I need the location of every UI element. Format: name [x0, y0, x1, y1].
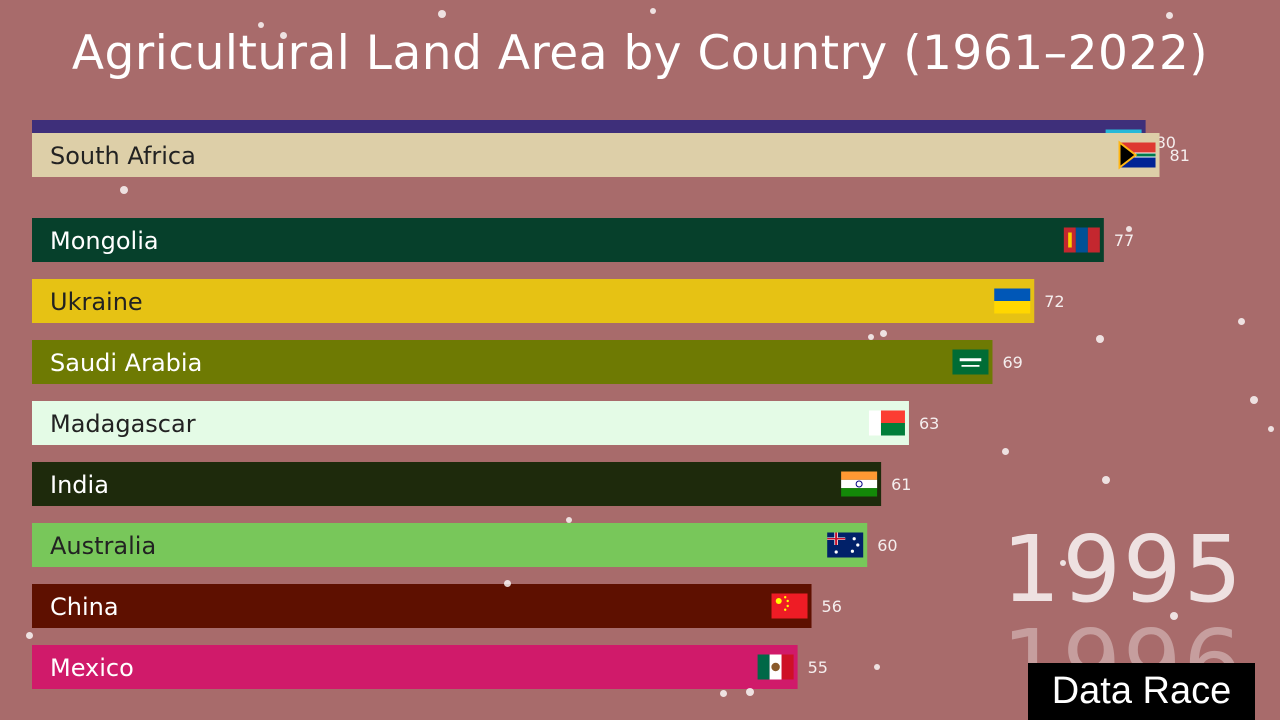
ukraine-flag-icon: [994, 288, 1031, 314]
particle-dot: [1102, 476, 1110, 484]
india-flag-icon: [841, 471, 878, 497]
particle-dot: [26, 632, 33, 639]
next-year-indicator: 1996: [1002, 618, 1244, 664]
bar-group: Mexico 55: [32, 645, 828, 689]
saudi-arabia-flag-icon: [952, 349, 989, 375]
bar-label: Madagascar: [50, 410, 196, 438]
bar-value-label: 60: [877, 536, 897, 555]
bar-value-label: 72: [1044, 292, 1064, 311]
bar-group: Ukraine 72: [32, 279, 1065, 323]
particle-dot: [1268, 426, 1274, 432]
particle-dot: [566, 517, 572, 523]
bar-value-label: 61: [891, 475, 911, 494]
particle-dot: [120, 186, 128, 194]
brand-watermark: Data Race: [1028, 663, 1255, 720]
bar: [32, 279, 1035, 323]
particle-dot: [1238, 318, 1245, 325]
chart-title: Agricultural Land Area by Country (1961–…: [71, 26, 1209, 81]
bar-label: India: [50, 471, 109, 499]
china-flag-icon: [771, 593, 808, 619]
bar-value-label: 80: [1156, 133, 1176, 152]
particle-dot: [874, 664, 880, 670]
madagascar-flag-icon: [868, 410, 905, 436]
particle-dot: [438, 10, 446, 18]
bar-label: Ukraine: [50, 288, 143, 316]
bar-value-label: 81: [1170, 146, 1190, 165]
bar-label: Mongolia: [50, 227, 159, 255]
bar-group: India 61: [32, 462, 911, 506]
bar-value-label: 77: [1114, 231, 1134, 250]
bar-value-label: 63: [919, 414, 939, 433]
bar: [32, 218, 1104, 262]
bar: [32, 462, 882, 506]
particle-dot: [880, 330, 887, 337]
mexico-flag-icon: [757, 654, 794, 680]
bar-value-label: 56: [822, 597, 842, 616]
bar-label: Saudi Arabia: [50, 349, 202, 377]
particle-dot: [868, 334, 874, 340]
particle-dot: [650, 8, 656, 14]
bar-value-label: 55: [808, 658, 828, 677]
bar-group: Mongolia 77: [32, 218, 1134, 262]
year-indicator: 1995: [1001, 516, 1244, 623]
bar: [32, 523, 868, 567]
particle-dot: [1166, 12, 1173, 19]
particle-dot: [720, 690, 727, 697]
particle-dot: [258, 22, 264, 28]
particle-dot: [746, 688, 754, 696]
australia-flag-icon: [827, 532, 864, 558]
south-africa-flag-icon: [1118, 140, 1156, 170]
bar-group: Australia 60: [32, 523, 898, 567]
particle-dot: [504, 580, 511, 587]
bar: [32, 133, 1160, 177]
bar-group: South Africa 81: [32, 133, 1190, 177]
bar-group: Saudi Arabia 69: [32, 340, 1023, 384]
bar: [32, 401, 909, 445]
bar-label: China: [50, 593, 119, 621]
bar-value-label: 69: [1002, 353, 1022, 372]
particle-dot: [1002, 448, 1009, 455]
particle-dot: [1096, 335, 1104, 343]
bar-group: China 56: [32, 584, 842, 628]
particle-dot: [1170, 612, 1178, 620]
bar: [32, 584, 812, 628]
particle-dot: [1060, 560, 1066, 566]
bar-label: Mexico: [50, 654, 134, 682]
particle-dot: [280, 32, 287, 39]
bar: [32, 340, 993, 384]
bar-group: Madagascar 63: [32, 401, 939, 445]
bar-label: South Africa: [50, 142, 196, 170]
particle-dot: [1126, 226, 1132, 232]
bar: [32, 645, 798, 689]
particle-dot: [1250, 396, 1258, 404]
bar-label: Australia: [50, 532, 156, 560]
mongolia-flag-icon: [1063, 227, 1100, 253]
